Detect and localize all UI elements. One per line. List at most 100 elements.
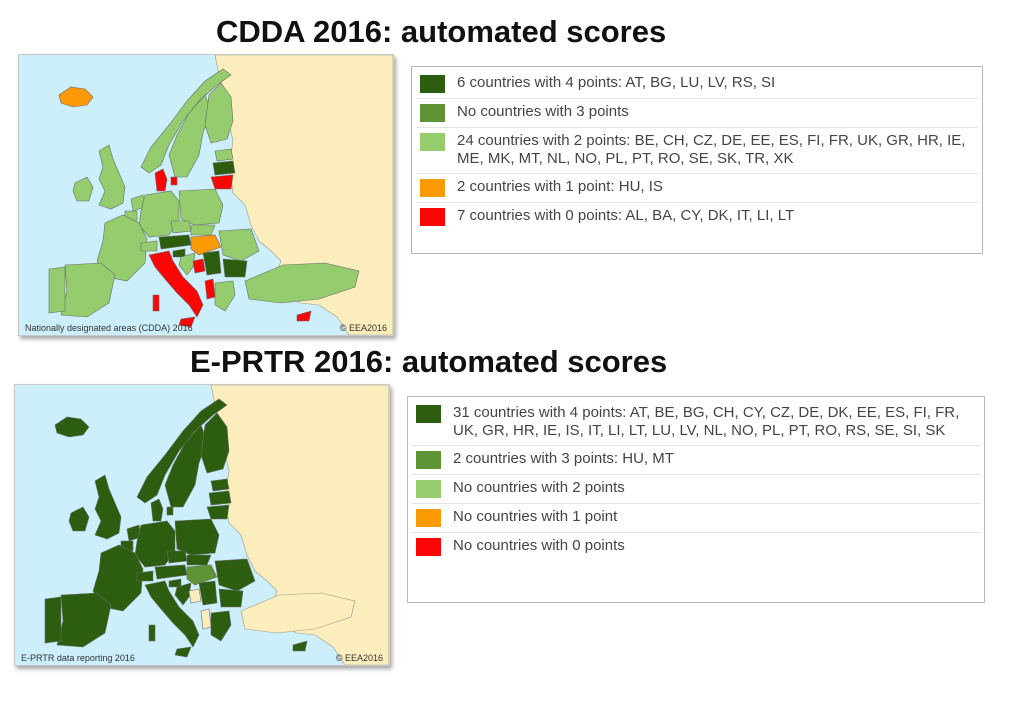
country-es [56,592,112,648]
outside-region [210,385,389,665]
country-ba [188,588,202,604]
orange-swatch-icon [420,179,445,197]
country-uk [94,474,122,540]
country-al [204,278,216,300]
country-cy [296,310,312,322]
country-pl [178,188,224,226]
country-is [54,416,90,438]
country-ie [72,176,94,202]
country-cz [170,220,192,234]
country-it [144,580,200,658]
country-hu [186,564,218,586]
cdda-map-caption: Nationally designated areas (CDDA) 2016 [25,323,193,333]
country-ch [136,570,154,582]
eprtr-legend-row: No countries with 1 point [412,504,980,533]
outside-region [214,55,393,335]
eprtr-legend: 31 countries with 4 points: AT, BE, BG, … [407,396,985,603]
cdda-legend-row: 2 countries with 1 point: HU, IS [416,174,978,203]
country-no [140,68,232,174]
red-swatch-icon [420,208,445,226]
country-sk [186,554,212,566]
eprtr-map-svg [15,385,389,665]
cdda-legend-row: 24 countries with 2 points: BE, CH, CZ, … [416,128,978,174]
country-ba [192,258,206,274]
dark-green-swatch-icon [416,405,441,423]
legend-text: 31 countries with 4 points: AT, BE, BG, … [453,404,960,439]
country-gr [214,280,236,312]
legend-text: 2 countries with 3 points: HU, MT [453,450,674,467]
country-tr [240,592,356,634]
cdda-legend: 6 countries with 4 points: AT, BG, LU, L… [411,66,983,254]
country-es [60,262,116,318]
eprtr-map-caption: E-PRTR data reporting 2016 [21,653,135,663]
country-rs [202,250,222,276]
country-pl [174,518,220,556]
country-cy [292,640,308,652]
medium-green-swatch-icon [420,104,445,122]
country-lt [206,504,230,520]
country-ro [214,558,256,592]
legend-text: No countries with 3 points [457,103,629,120]
medium-green-swatch-icon [416,451,441,469]
country-tr [244,262,360,304]
country-uk [98,144,126,210]
light-green-swatch-icon [416,480,441,498]
country-fi [204,82,234,144]
country-lv [208,490,232,506]
country-it [148,250,204,328]
country-pt [44,596,62,644]
country-de [138,190,180,238]
eprtr-legend-row: 31 countries with 4 points: AT, BE, BG, … [412,400,980,446]
country-rs [198,580,218,606]
country-ro [218,228,260,262]
country-lv [212,160,236,176]
legend-text: 7 countries with 0 points: AL, BA, CY, D… [457,207,795,224]
cdda-title: CDDA 2016: automated scores [216,14,667,49]
legend-text: No countries with 0 points [453,537,625,554]
country-sk [190,224,216,236]
country-de [134,520,176,568]
country-cz [166,550,188,564]
country-lt [210,174,234,190]
eprtr-map: E-PRTR data reporting 2016 © EEA2016 [14,384,390,666]
country-hr [178,252,196,276]
eprtr-map-copyright: © EEA2016 [335,653,383,663]
eprtr-legend-row: No countries with 2 points [412,475,980,504]
country-dk [150,498,174,522]
cdda-legend-row: No countries with 3 points [416,99,978,128]
cdda-legend-row: 6 countries with 4 points: AT, BG, LU, L… [416,70,978,99]
country-dk [154,168,178,192]
country-al [200,608,212,630]
orange-swatch-icon [416,509,441,527]
eprtr-legend-row: 2 countries with 3 points: HU, MT [412,446,980,475]
legend-text: 2 countries with 1 point: HU, IS [457,178,663,195]
cdda-legend-row: 7 countries with 0 points: AL, BA, CY, D… [416,203,978,231]
legend-text: 6 countries with 4 points: AT, BG, LU, L… [457,74,776,91]
cdda-map: Nationally designated areas (CDDA) 2016 … [18,54,394,336]
country-is [58,86,94,108]
eprtr-title: E-PRTR 2016: automated scores [190,344,668,379]
cdda-map-copyright: © EEA2016 [339,323,387,333]
country-no [136,398,228,504]
country-fr [92,544,144,612]
country-hu [190,234,222,256]
red-swatch-icon [416,538,441,556]
country-ee [210,478,230,492]
country-ie [68,506,90,532]
dark-green-swatch-icon [420,75,445,93]
cdda-map-svg [19,55,393,335]
country-ee [214,148,234,162]
light-green-swatch-icon [420,133,445,151]
country-bg [222,258,248,278]
legend-text: No countries with 2 points [453,479,625,496]
legend-text: No countries with 1 point [453,508,618,525]
country-ch [140,240,158,252]
legend-text: 24 countries with 2 points: BE, CH, CZ, … [457,132,966,167]
country-pt [48,266,66,314]
country-gr [210,610,232,642]
eprtr-legend-row: No countries with 0 points [412,533,980,561]
country-hr [174,582,192,606]
country-fr [96,214,148,282]
country-fi [200,412,230,474]
country-bg [218,588,244,608]
